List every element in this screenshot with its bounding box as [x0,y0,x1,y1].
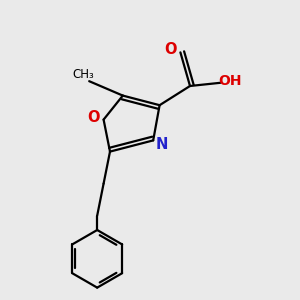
Text: OH: OH [218,74,242,88]
Text: O: O [165,42,177,57]
Text: N: N [156,137,168,152]
Text: O: O [87,110,99,124]
Text: CH₃: CH₃ [73,68,94,81]
